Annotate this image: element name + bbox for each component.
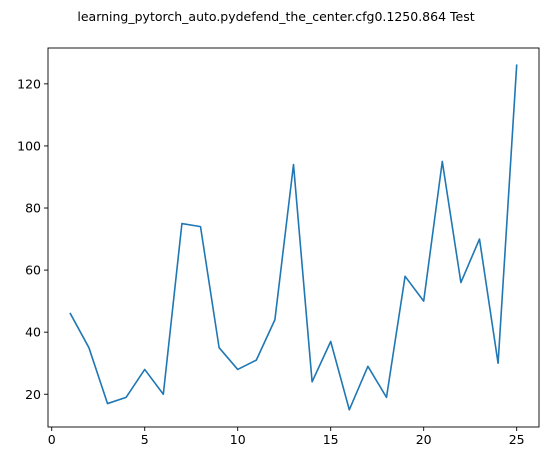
y-tick-label: 60	[25, 263, 41, 278]
x-tick-label: 5	[141, 432, 149, 447]
y-tick-label: 40	[25, 325, 41, 340]
plot-area: 0 5 10 15 20 25 20 40 60 80 100 120	[17, 48, 539, 447]
y-tick-label: 80	[25, 201, 41, 216]
x-tick-label: 25	[509, 432, 525, 447]
x-tick-label: 15	[323, 432, 339, 447]
y-tick-label: 100	[17, 138, 41, 153]
chart-title: learning_pytorch_auto.pydefend_the_cente…	[77, 9, 474, 24]
y-tick-label: 120	[17, 76, 41, 91]
x-tick-label: 0	[48, 432, 56, 447]
axes-frame	[48, 48, 539, 427]
series-line-0	[70, 65, 516, 410]
x-tick-label: 20	[416, 432, 432, 447]
y-tick-label: 20	[25, 387, 41, 402]
x-tick-label: 10	[230, 432, 246, 447]
